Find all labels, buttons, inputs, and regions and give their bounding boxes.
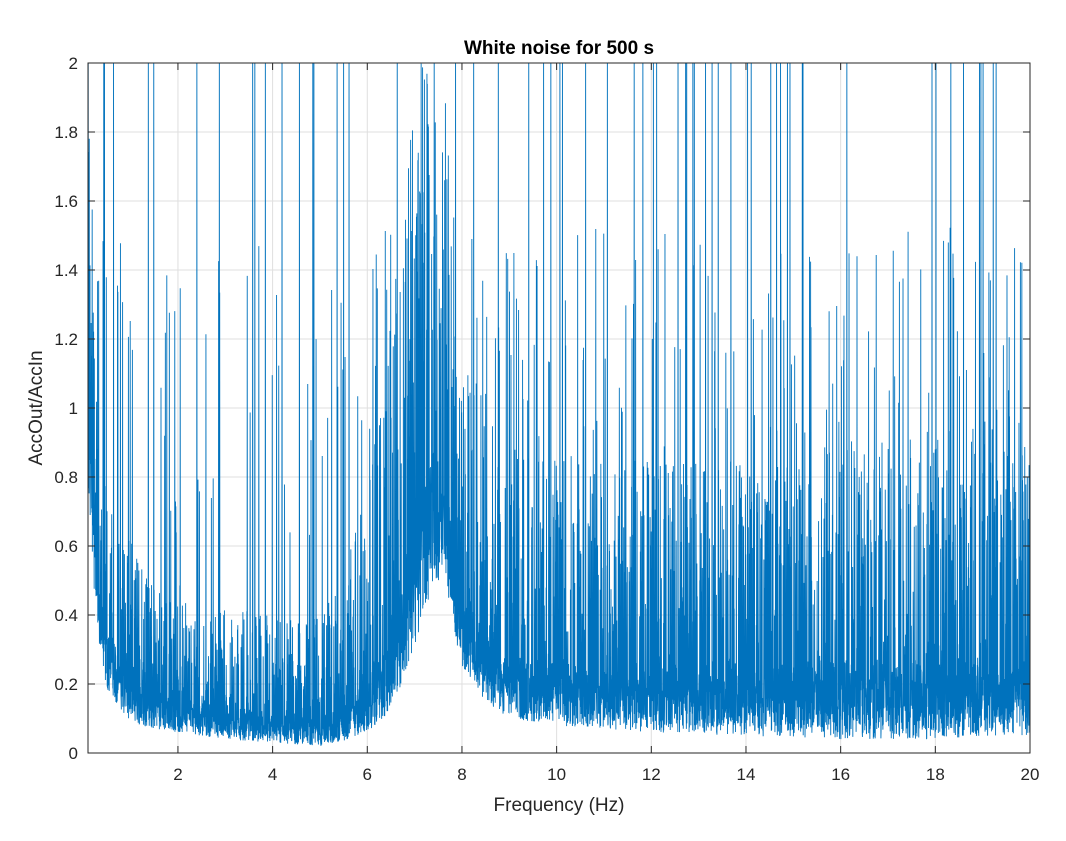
y-tick-label: 0.8 xyxy=(54,468,78,487)
y-tick-label: 1.4 xyxy=(54,261,78,280)
series-line xyxy=(88,63,1030,746)
y-tick-label: 0.6 xyxy=(54,537,78,556)
y-tick-label: 0.2 xyxy=(54,675,78,694)
x-tick-label: 12 xyxy=(642,765,661,784)
y-tick-label: 1.6 xyxy=(54,192,78,211)
x-tick-label: 8 xyxy=(457,765,466,784)
y-tick-label: 1.2 xyxy=(54,330,78,349)
plot-area xyxy=(88,63,1030,746)
x-axis-label: Frequency (Hz) xyxy=(494,795,625,816)
x-tick-label: 10 xyxy=(547,765,566,784)
x-tick-label: 14 xyxy=(737,765,756,784)
x-tick-label: 6 xyxy=(363,765,372,784)
x-tick-label: 16 xyxy=(831,765,850,784)
y-tick-label: 2 xyxy=(69,54,78,73)
y-axis-label: AccOut/AccIn xyxy=(26,350,47,465)
y-tick-label: 1.8 xyxy=(54,123,78,142)
y-tick-label: 0.4 xyxy=(54,606,78,625)
x-tick-label: 20 xyxy=(1021,765,1040,784)
x-tick-label: 2 xyxy=(173,765,182,784)
x-tick-label: 4 xyxy=(268,765,277,784)
axes xyxy=(87,62,1031,754)
chart-title: White noise for 500 s xyxy=(464,38,654,59)
tick-labels: 2 4 6 8 10 12 14 16 18 20 0 0.2 0.4 0.6 0.8 1 1.2 1.4 1.6 1… xyxy=(54,54,1039,784)
y-tick-label: 0 xyxy=(69,744,78,763)
x-tick-label: 18 xyxy=(926,765,945,784)
y-tick-label: 1 xyxy=(69,399,78,418)
